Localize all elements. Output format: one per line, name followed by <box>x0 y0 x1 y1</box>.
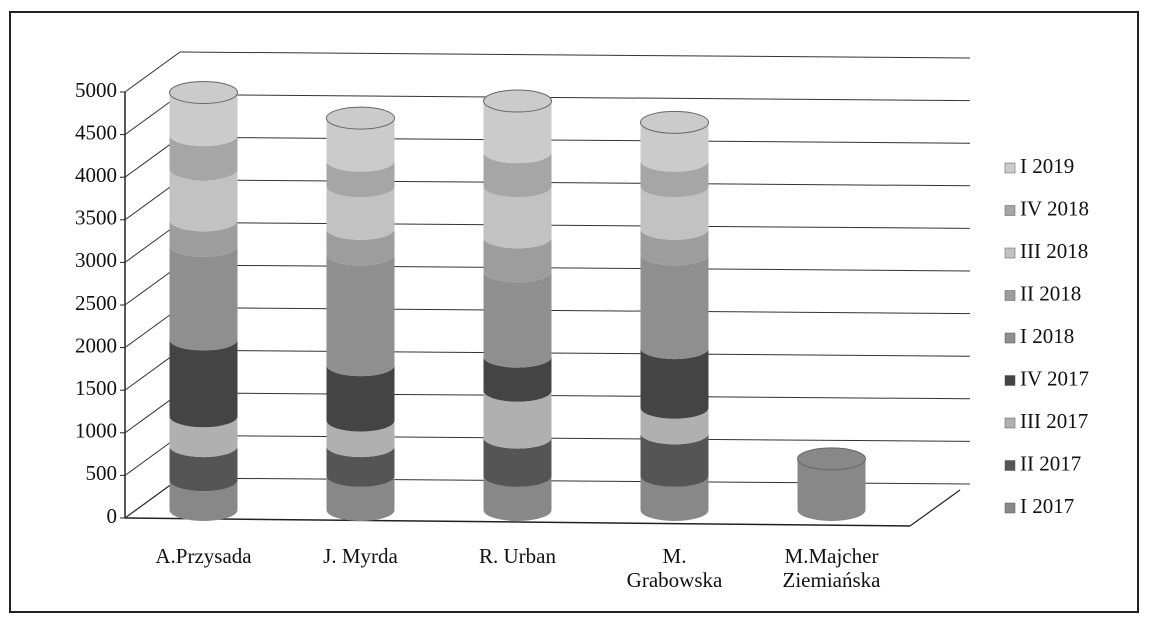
cylinder-top <box>483 89 552 113</box>
cylinder-segment <box>326 228 395 266</box>
y-tick-label: 4500 <box>75 120 117 144</box>
cylinder-segment <box>169 245 238 351</box>
cylinder-segment <box>483 186 552 249</box>
y-tick-label: 0 <box>107 504 118 528</box>
legend-swatch <box>1004 205 1016 216</box>
cylinder-segment <box>326 446 395 487</box>
y-tick-label: 3000 <box>75 248 117 272</box>
axis <box>124 517 911 527</box>
legend-label: IV 2017 <box>1020 366 1089 390</box>
x-tick-label: A.Przysada <box>155 544 252 568</box>
legend-label: I 2018 <box>1020 324 1074 348</box>
y-tick-label: 2500 <box>75 291 117 315</box>
cylinder-segment <box>169 220 238 257</box>
legend-label: II 2017 <box>1020 451 1081 475</box>
legend-label: III 2017 <box>1020 409 1088 433</box>
legend-label: III 2018 <box>1020 239 1088 263</box>
cylinder-segment <box>640 475 709 521</box>
x-tick-label: M.Majcher Ziemiańska <box>782 544 881 592</box>
frame <box>9 11 1139 613</box>
legend-label: I 2017 <box>1020 494 1074 518</box>
cylinder-segment <box>640 433 709 487</box>
legend-swatch <box>1004 290 1016 301</box>
cylinder-segment <box>169 92 238 147</box>
cylinder-top <box>797 447 866 471</box>
legend-swatch <box>1004 417 1016 429</box>
grid-line <box>179 94 971 102</box>
grid-line <box>179 434 971 442</box>
cylinder-segment <box>326 254 395 377</box>
x-tick-label: R. Urban <box>479 544 556 568</box>
cylinder-segment <box>640 228 709 266</box>
cylinder-segment <box>797 458 866 521</box>
legend-swatch <box>1004 502 1016 514</box>
grid-line <box>179 221 971 229</box>
cylinder-segment <box>169 446 238 492</box>
grid-line <box>179 264 971 272</box>
legend-swatch <box>1004 460 1016 471</box>
cylinder-segment <box>326 420 395 458</box>
cylinder-segment <box>169 339 238 428</box>
legend-swatch <box>1004 375 1016 386</box>
x-tick-label: J. Myrda <box>323 544 398 568</box>
y-tick-label: 4000 <box>75 163 117 187</box>
legend-label: IV 2018 <box>1020 196 1089 220</box>
y-tick-label: 2000 <box>75 333 117 357</box>
cylinder-segment <box>326 118 395 172</box>
cylinder-segment <box>640 186 709 240</box>
legend-swatch <box>1004 247 1016 259</box>
grid-line <box>124 51 181 93</box>
cylinder-segment <box>483 101 552 164</box>
cylinder-segment <box>169 416 238 458</box>
cylinder-top <box>169 81 238 105</box>
grid-line <box>179 51 971 59</box>
legend-swatch <box>1004 162 1016 174</box>
x-tick-label: M. Grabowska <box>626 544 723 592</box>
cylinder-segment <box>640 407 709 445</box>
cylinder-segment <box>483 237 552 283</box>
y-tick-label: 5000 <box>75 78 117 102</box>
grid-line <box>179 136 971 144</box>
cylinder-top <box>640 110 709 134</box>
cylinder-segment <box>483 390 552 449</box>
cylinder-segment <box>483 475 552 521</box>
cylinder-segment <box>640 348 709 419</box>
legend-label: I 2019 <box>1020 154 1074 178</box>
y-tick-label: 500 <box>86 461 118 485</box>
cylinder-segment <box>169 480 238 521</box>
cylinder-segment <box>169 169 238 232</box>
y-tick-label: 1500 <box>75 376 117 400</box>
legend-swatch <box>1004 332 1016 344</box>
grid-line <box>179 179 971 187</box>
legend-label: II 2018 <box>1020 281 1081 305</box>
grid-line <box>179 349 971 357</box>
cylinder-segment <box>640 254 709 360</box>
cylinder-segment <box>169 135 238 181</box>
cylinder-segment <box>483 437 552 487</box>
cylinder-top <box>326 106 395 130</box>
y-tick-label: 3500 <box>75 206 117 230</box>
cylinder-segment <box>483 271 552 368</box>
cylinder-segment <box>640 122 709 172</box>
floor-edge <box>909 489 961 527</box>
grid-line <box>179 392 971 400</box>
cylinder-segment <box>326 365 395 432</box>
cylinder-segment <box>326 186 395 240</box>
cylinder-segment <box>483 152 552 198</box>
cylinder-segment <box>640 160 709 198</box>
grid-line <box>179 307 971 315</box>
cylinder-segment <box>326 475 395 521</box>
y-tick-label: 1000 <box>75 419 117 443</box>
cylinder-segment <box>326 160 395 198</box>
cylinder-segment <box>483 356 552 402</box>
